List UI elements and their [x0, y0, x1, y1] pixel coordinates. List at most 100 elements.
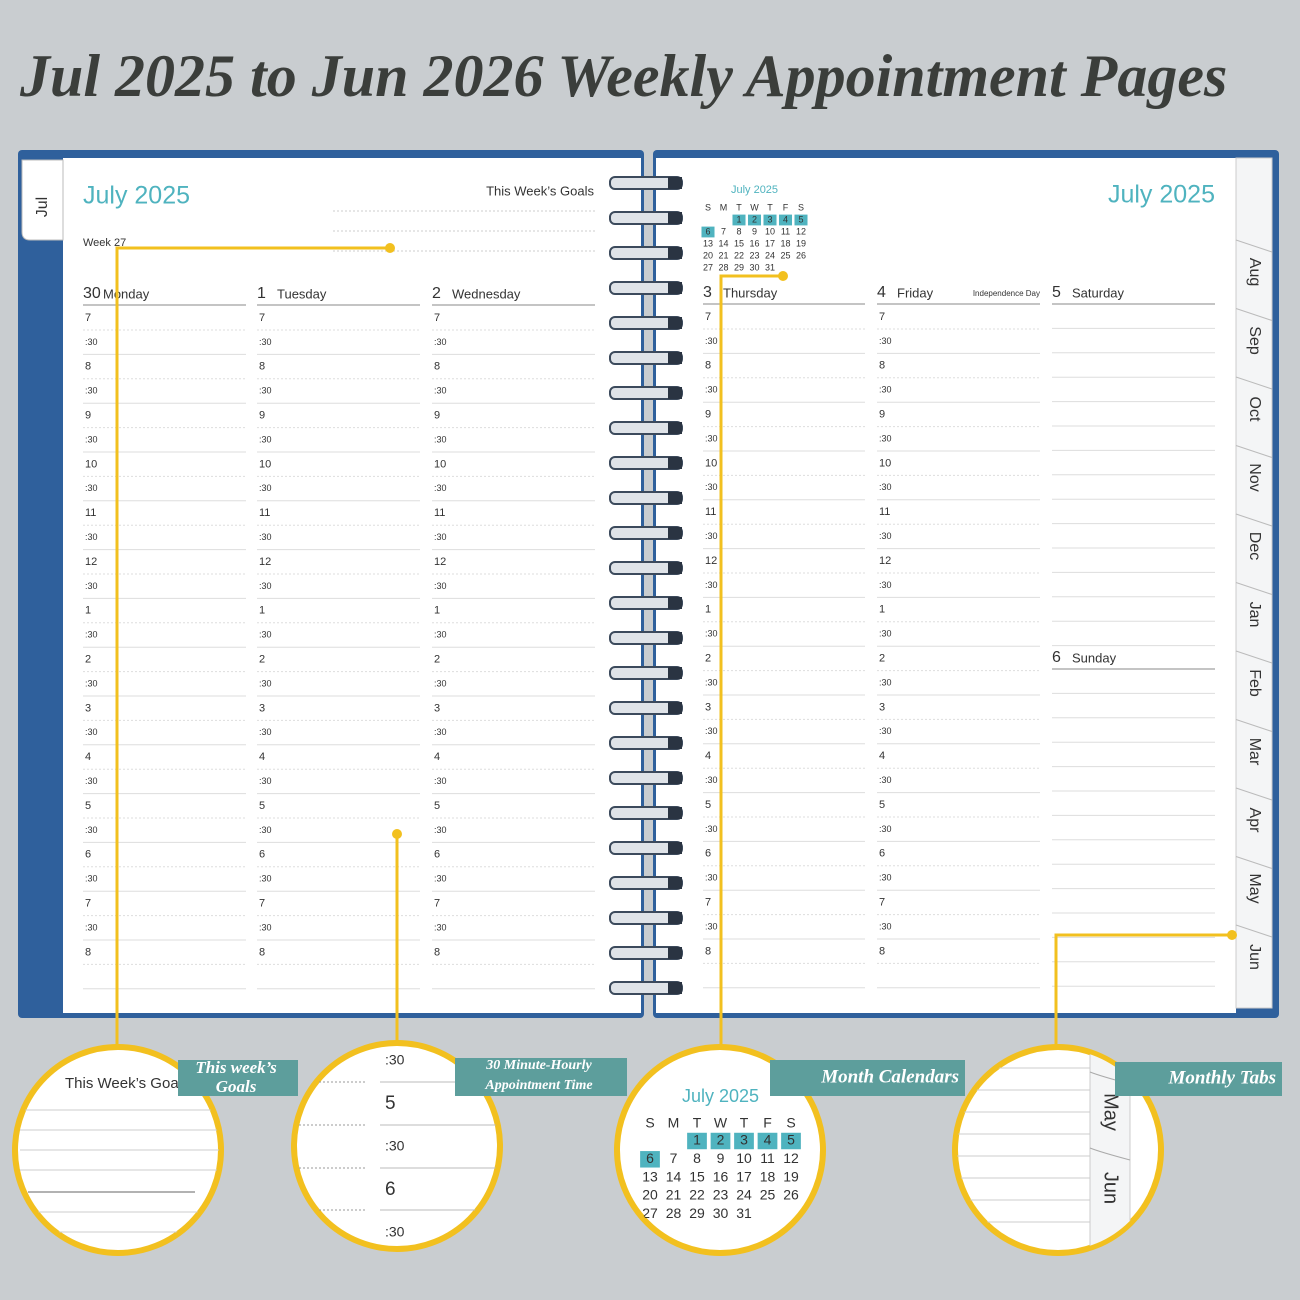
- date: 5: [787, 1132, 795, 1148]
- date: 25: [760, 1187, 776, 1203]
- time-label: :30: [879, 873, 892, 883]
- ring-hole: [668, 527, 682, 539]
- time-label: 12: [85, 556, 97, 568]
- page-title: Jul 2025 to Jun 2026 Weekly Appointment …: [19, 43, 1227, 109]
- weekday: S: [645, 1115, 654, 1131]
- time-label: 8: [879, 945, 885, 957]
- time-label: 8: [434, 946, 440, 958]
- time-label: 4: [259, 751, 265, 763]
- time-label: :30: [705, 336, 718, 346]
- date-highlight: [710, 1132, 731, 1150]
- weekday: M: [668, 1115, 680, 1131]
- time-label: 8: [85, 946, 91, 958]
- time-label: :30: [85, 581, 98, 591]
- date: 29: [689, 1205, 705, 1221]
- callout-dot: [385, 243, 395, 253]
- ring-hole: [668, 317, 682, 329]
- time-label: 12: [879, 555, 891, 567]
- weekday: F: [763, 1115, 772, 1131]
- time-label: 3: [85, 702, 91, 714]
- date: 4: [783, 214, 788, 224]
- month-tab: [1089, 1147, 1131, 1161]
- time-label: :30: [705, 385, 718, 395]
- date-highlight: [781, 1132, 801, 1150]
- time-label: 3: [879, 701, 885, 713]
- ring-hole: [668, 632, 682, 644]
- time-label: 7: [879, 897, 885, 909]
- callout-box: [1115, 1062, 1282, 1096]
- ring-hole: [668, 877, 682, 889]
- time-label: 6: [879, 848, 885, 860]
- date: 2: [717, 1132, 725, 1148]
- time-label: :30: [705, 580, 718, 590]
- time-label: 5: [85, 800, 91, 812]
- date: 23: [713, 1187, 729, 1203]
- zoom-time: :30: [385, 1138, 405, 1154]
- date: 24: [765, 250, 775, 260]
- day-number: 4: [877, 284, 886, 301]
- time-label: 8: [259, 946, 265, 958]
- zoom-content: :30 5:30 6:30: [296, 1052, 498, 1240]
- time-label: :30: [434, 922, 447, 932]
- time-label: :30: [259, 434, 272, 444]
- date-highlight: [701, 226, 715, 238]
- callout-label: Month Calendars: [820, 1066, 959, 1087]
- time-label: 4: [879, 750, 885, 762]
- time-label: :30: [259, 337, 272, 347]
- date-highlight: [734, 1132, 754, 1150]
- time-label: :30: [259, 630, 272, 640]
- time-label: 1: [434, 605, 440, 617]
- ring-hole: [668, 212, 682, 224]
- zoom-time: :30: [385, 1052, 405, 1068]
- date: 9: [752, 226, 757, 236]
- date: 3: [740, 1132, 748, 1148]
- callout-label: Monthly Tabs: [1167, 1067, 1276, 1088]
- date: 8: [693, 1150, 701, 1166]
- day-name: Tuesday: [277, 286, 327, 301]
- date: 15: [734, 238, 744, 248]
- time-label: :30: [85, 776, 98, 786]
- date: 22: [689, 1187, 705, 1203]
- date: 14: [666, 1168, 682, 1184]
- time-label: 1: [259, 605, 265, 617]
- weekday: M: [720, 202, 728, 212]
- time-label: :30: [85, 386, 98, 396]
- time-label: 7: [259, 312, 265, 324]
- time-label: :30: [434, 434, 447, 444]
- date: 11: [781, 226, 790, 236]
- time-label: 2: [434, 654, 440, 666]
- time-label: :30: [85, 483, 98, 493]
- ring-hole: [668, 352, 682, 364]
- time-label: 9: [705, 409, 711, 421]
- time-label: 12: [434, 556, 446, 568]
- time-label: 1: [705, 604, 711, 616]
- time-label: 11: [434, 507, 445, 519]
- date: 3: [767, 214, 772, 224]
- weekday: T: [736, 202, 742, 212]
- time-label: :30: [879, 580, 892, 590]
- zoom-goals-label: This Week’s Goals: [65, 1075, 190, 1092]
- time-label: 1: [85, 605, 91, 617]
- ring-hole: [668, 807, 682, 819]
- weekday: W: [750, 202, 759, 212]
- time-label: :30: [879, 385, 892, 395]
- date-highlight: [778, 214, 793, 226]
- time-label: :30: [434, 874, 447, 884]
- time-label: :30: [434, 581, 447, 591]
- time-label: 2: [85, 654, 91, 666]
- date: 1: [736, 214, 741, 224]
- date: 9: [717, 1150, 725, 1166]
- time-label: :30: [259, 386, 272, 396]
- time-label: :30: [85, 874, 98, 884]
- time-label: :30: [259, 776, 272, 786]
- date: 6: [705, 226, 710, 236]
- time-label: :30: [85, 922, 98, 932]
- zoom-tab-label: May: [1100, 1093, 1122, 1131]
- day-name: Friday: [897, 285, 934, 300]
- time-label: 7: [259, 898, 265, 910]
- date: 14: [718, 238, 728, 248]
- time-label: 1: [879, 604, 885, 616]
- date: 30: [749, 262, 759, 272]
- time-label: 10: [434, 458, 446, 470]
- time-label: :30: [85, 678, 98, 688]
